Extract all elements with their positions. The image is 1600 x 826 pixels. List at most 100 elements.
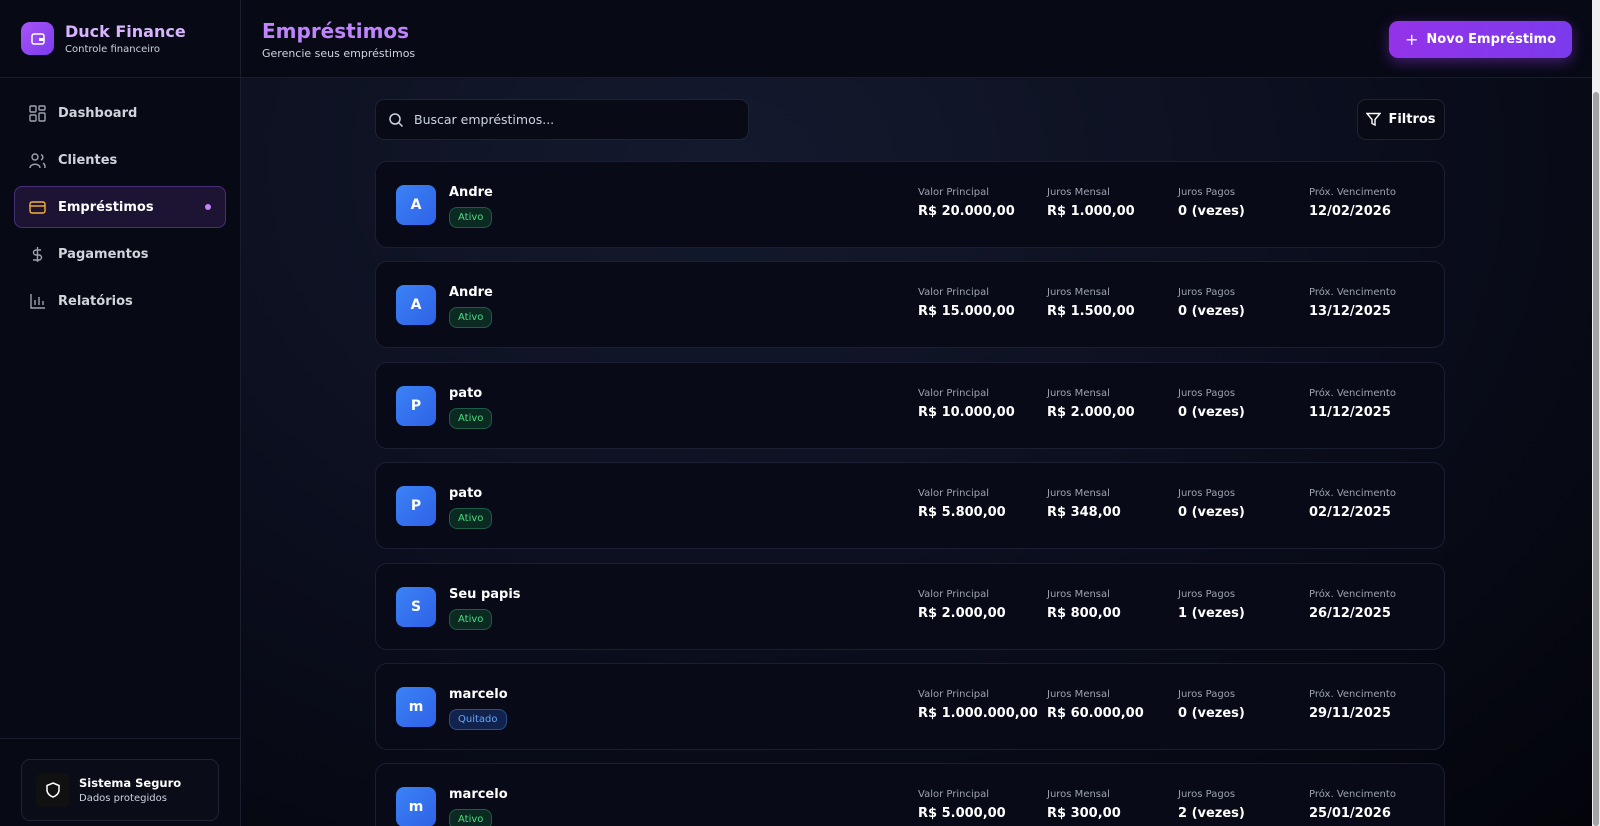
logo-icon bbox=[21, 22, 54, 55]
field-label: Juros Mensal bbox=[1047, 287, 1110, 299]
avatar: A bbox=[396, 285, 436, 326]
nav-icon bbox=[29, 104, 46, 122]
field-value: 26/12/2025 bbox=[1309, 605, 1391, 621]
filter-icon bbox=[1366, 112, 1382, 127]
filter-label: Filtros bbox=[1388, 112, 1436, 127]
loan-field: Juros Mensal R$ 348,00 bbox=[1047, 488, 1121, 520]
loan-field: Juros Pagos 1 (vezes) bbox=[1178, 589, 1245, 621]
loan-field: Valor Principal R$ 5.000,00 bbox=[918, 789, 1006, 821]
nav-item[interactable]: Empréstimos bbox=[14, 186, 226, 228]
field-value: R$ 1.000.000,00 bbox=[918, 706, 1038, 721]
nav-item[interactable]: Relatórios bbox=[14, 280, 226, 322]
page-title: Empréstimos bbox=[262, 19, 410, 43]
loan-field: Valor Principal R$ 10.000,00 bbox=[918, 388, 1015, 420]
loan-field: Valor Principal R$ 2.000,00 bbox=[918, 589, 1006, 621]
field-label: Próx. Vencimento bbox=[1309, 387, 1396, 399]
plus-icon: + bbox=[1405, 30, 1419, 49]
loan-field: Juros Mensal R$ 60.000,00 bbox=[1047, 689, 1144, 721]
loan-card[interactable]: A Andre Ativo Valor Principal R$ 20.000,00 Ju… bbox=[375, 161, 1445, 248]
field-label: Próx. Vencimento bbox=[1309, 689, 1396, 700]
field-label: Valor Principal bbox=[918, 789, 989, 801]
sidebar-footer: Sistema Seguro Dados protegidos bbox=[0, 738, 240, 826]
scrollbar[interactable] bbox=[1592, 0, 1600, 826]
nav-item[interactable]: Pagamentos bbox=[14, 233, 226, 275]
nav-label: Dashboard bbox=[58, 105, 138, 121]
loan-field: Juros Pagos 0 (vezes) bbox=[1178, 689, 1245, 721]
loan-field: Valor Principal R$ 5.800,00 bbox=[918, 488, 1006, 520]
client-name: marcelo bbox=[449, 787, 508, 803]
field-label: Juros Mensal bbox=[1047, 689, 1110, 700]
nav: Dashboard Clientes Empréstimos Pagamentos Re… bbox=[0, 78, 240, 336]
client-name: Andre bbox=[449, 285, 493, 301]
client-name: marcelo bbox=[449, 687, 508, 702]
search-placeholder: Buscar empréstimos... bbox=[414, 112, 555, 127]
loan-field: Próx. Vencimento 26/12/2025 bbox=[1309, 589, 1396, 621]
status-badge: Ativo bbox=[449, 809, 493, 826]
field-label: Valor Principal bbox=[918, 488, 989, 500]
field-label: Juros Pagos bbox=[1178, 588, 1236, 600]
field-value: R$ 5.000,00 bbox=[918, 806, 1006, 822]
active-dot bbox=[205, 204, 211, 210]
nav-item[interactable]: Dashboard bbox=[14, 92, 226, 134]
field-label: Juros Pagos bbox=[1178, 488, 1236, 500]
loan-field: Próx. Vencimento 11/12/2025 bbox=[1309, 388, 1396, 420]
filter-button[interactable]: Filtros bbox=[1357, 99, 1445, 140]
loan-card[interactable]: m marcelo Ativo Valor Principal R$ 5.000,00 J… bbox=[375, 763, 1445, 826]
avatar: S bbox=[396, 586, 436, 627]
search-icon bbox=[389, 112, 404, 127]
loan-field: Juros Mensal R$ 1.500,00 bbox=[1047, 287, 1135, 319]
nav-label: Pagamentos bbox=[58, 246, 149, 262]
field-value: 12/02/2026 bbox=[1309, 204, 1391, 219]
header: Empréstimos Gerencie seus empréstimos + N… bbox=[241, 0, 1592, 78]
avatar: P bbox=[396, 486, 436, 527]
field-label: Juros Mensal bbox=[1047, 588, 1110, 600]
field-label: Valor Principal bbox=[918, 287, 989, 299]
avatar: m bbox=[396, 787, 436, 826]
field-label: Juros Pagos bbox=[1178, 387, 1236, 399]
scroll-thumb[interactable] bbox=[1593, 92, 1599, 826]
status-badge: Ativo bbox=[449, 307, 493, 329]
status-badge: Ativo bbox=[449, 407, 493, 429]
status-badge: Ativo bbox=[449, 207, 493, 228]
new-loan-button[interactable]: + Novo Empréstimo bbox=[1389, 21, 1572, 58]
field-label: Próx. Vencimento bbox=[1309, 187, 1396, 198]
nav-icon bbox=[29, 152, 46, 168]
field-value: 13/12/2025 bbox=[1309, 304, 1391, 320]
brand-text: Duck Finance Controle financeiro bbox=[65, 22, 186, 55]
loan-field: Juros Pagos 0 (vezes) bbox=[1178, 388, 1245, 420]
loan-card[interactable]: m marcelo Quitado Valor Principal R$ 1.000.0… bbox=[375, 663, 1445, 750]
field-label: Valor Principal bbox=[918, 187, 989, 198]
field-label: Próx. Vencimento bbox=[1309, 287, 1396, 299]
field-value: 02/12/2025 bbox=[1309, 505, 1391, 521]
nav-item[interactable]: Clientes bbox=[14, 139, 226, 181]
client-name: pato bbox=[449, 385, 483, 401]
brand-title: Duck Finance bbox=[65, 22, 186, 41]
loan-field: Juros Mensal R$ 300,00 bbox=[1047, 789, 1121, 821]
nav-label: Relatórios bbox=[58, 293, 133, 309]
sidebar: Duck Finance Controle financeiro Dashboa… bbox=[0, 0, 241, 826]
search-input[interactable]: Buscar empréstimos... bbox=[375, 99, 749, 140]
field-value: 29/11/2025 bbox=[1309, 706, 1391, 721]
nav-icon bbox=[30, 293, 45, 309]
field-label: Valor Principal bbox=[918, 387, 989, 399]
field-value: 0 (vezes) bbox=[1178, 706, 1245, 721]
field-value: R$ 2.000,00 bbox=[918, 605, 1006, 621]
loan-card[interactable]: A Andre Ativo Valor Principal R$ 15.000,00 Ju… bbox=[375, 261, 1445, 349]
field-value: 25/01/2026 bbox=[1309, 806, 1391, 822]
loan-field: Valor Principal R$ 1.000.000,00 bbox=[918, 689, 1038, 721]
field-label: Valor Principal bbox=[918, 588, 989, 600]
loan-field: Juros Mensal R$ 1.000,00 bbox=[1047, 187, 1135, 219]
avatar: A bbox=[396, 185, 436, 225]
nav-icon bbox=[29, 200, 46, 214]
loan-field: Juros Pagos 0 (vezes) bbox=[1178, 187, 1245, 219]
field-value: R$ 60.000,00 bbox=[1047, 706, 1144, 721]
security-title: Sistema Seguro bbox=[79, 776, 182, 790]
nav-label: Empréstimos bbox=[58, 199, 154, 215]
field-label: Juros Pagos bbox=[1178, 689, 1236, 700]
field-label: Juros Mensal bbox=[1047, 488, 1110, 500]
loan-card[interactable]: S Seu papis Ativo Valor Principal R$ 2.000,0… bbox=[375, 562, 1445, 650]
